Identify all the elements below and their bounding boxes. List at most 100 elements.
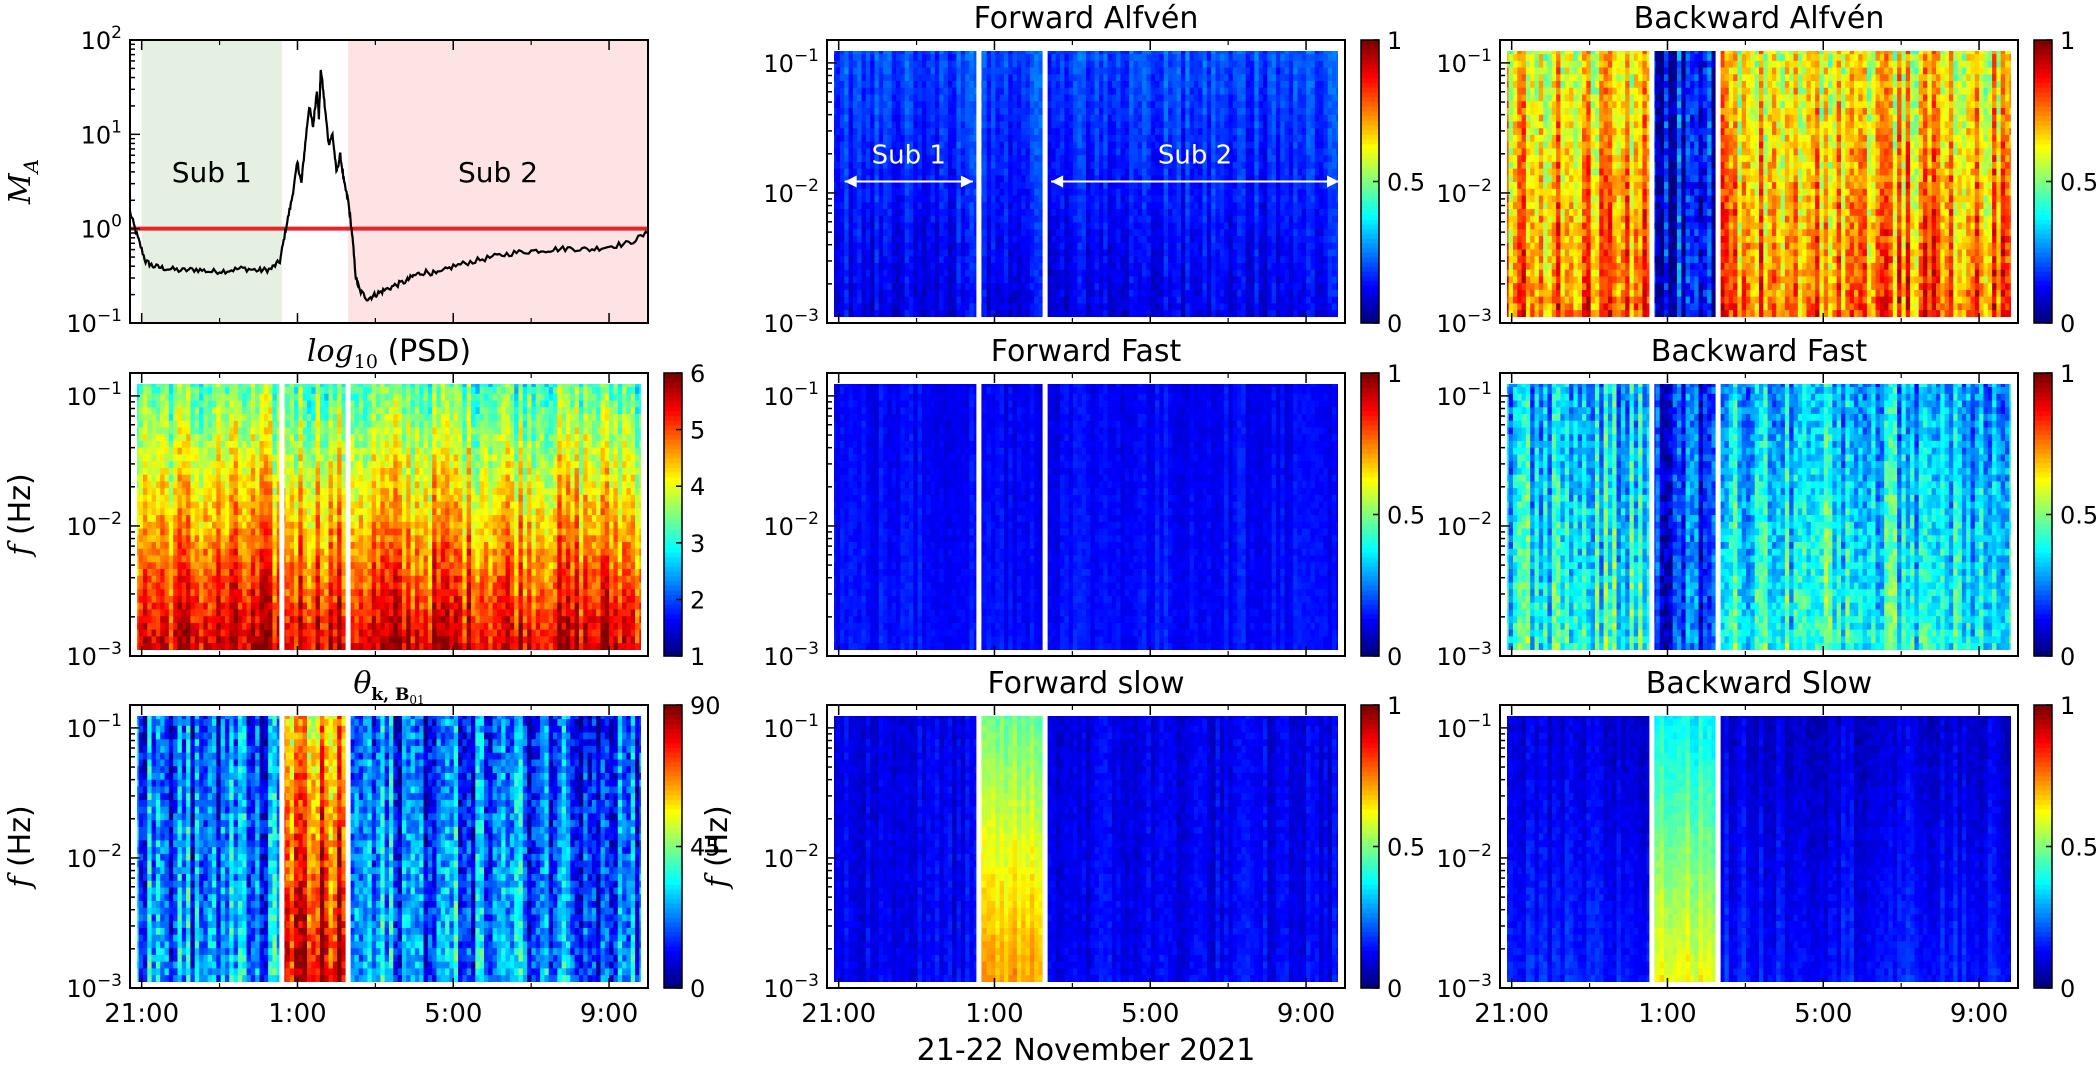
y-tick-label: 100 (81, 212, 122, 244)
panel-title: Backward Slow (1646, 666, 1872, 701)
colorbar-tick-label: 0.5 (2060, 502, 2098, 530)
x-tick-label: 1:00 (965, 999, 1023, 1029)
heatmap-cells (1500, 373, 2019, 657)
x-tick-label: 21:00 (104, 999, 179, 1029)
x-tick-label: 5:00 (1794, 999, 1852, 1029)
panel-title: Forward Alfvén (974, 1, 1199, 36)
heatmap-cells (1500, 40, 2019, 324)
gap-line (1716, 715, 1721, 988)
panel-title: Backward Alfvén (1634, 1, 1885, 36)
gap-line (1649, 715, 1654, 988)
colorbar-tick-label: 0 (1387, 310, 1402, 338)
colorbar-tick-label: 0 (2060, 975, 2075, 1003)
heatmap-cells (1500, 705, 2019, 989)
colorbar-tick-label: 1 (2060, 27, 2075, 55)
colorbar-tick-label: 0.5 (1387, 502, 1425, 530)
colorbar: 00.51 (2034, 692, 2098, 1003)
gap-line (1043, 50, 1048, 323)
y-tick-label: 10−1 (763, 711, 819, 743)
gap-line (976, 50, 981, 323)
y-tick-label: 10−3 (1436, 306, 1492, 338)
colorbar-tick-label: 0 (1387, 643, 1402, 671)
colorbar-tick-label: 1 (2060, 360, 2075, 388)
gap-line (1649, 50, 1654, 323)
colorbar-tick-label: 1 (1387, 27, 1402, 55)
y-axis-label: f (Hz) (700, 805, 735, 889)
y-tick-label: 10−1 (66, 306, 122, 338)
y-tick-label: 10−2 (66, 841, 122, 873)
y-tick-label: 10−3 (763, 639, 819, 671)
y-tick-label: 10−1 (763, 379, 819, 411)
y-tick-label: 10−3 (763, 306, 819, 338)
x-tick-label: 1:00 (1638, 999, 1696, 1029)
gap-line (1716, 50, 1721, 323)
x-tick-label: 5:00 (424, 999, 482, 1029)
colorbar: 00.51 (1361, 360, 1425, 671)
y-tick-label: 10−2 (1436, 509, 1492, 541)
x-tick-label: 5:00 (1121, 999, 1179, 1029)
colorbar-tick-label: 0 (2060, 310, 2075, 338)
y-tick-label: 10−3 (1436, 639, 1492, 671)
panel-theta: 10−310−210−121:00 1:00 5:00 9:00f (Hz)θk, B… (3, 666, 721, 1029)
colorbar: 00.51 (2034, 27, 2098, 338)
panel-title: Backward Fast (1651, 334, 1868, 369)
x-tick-label: 9:00 (580, 999, 638, 1029)
colorbar-tick-label: 0.5 (1387, 834, 1425, 862)
gap-line (976, 383, 981, 656)
colorbar-tick-label: 90 (690, 692, 721, 720)
y-tick-label: 10−2 (1436, 176, 1492, 208)
y-tick-label: 10−2 (763, 509, 819, 541)
colorbar-tick-label: 2 (690, 586, 705, 614)
colorbar-tick-label: 0.5 (2060, 169, 2098, 197)
x-tick-label: 9:00 (1950, 999, 2008, 1029)
annotation-label: Sub 2 (1158, 141, 1232, 171)
gap-line (346, 383, 351, 656)
heatmap-cells (827, 705, 1346, 989)
panel-title: Forward slow (987, 666, 1184, 701)
y-tick-label: 10−1 (1436, 711, 1492, 743)
x-tick-label: 9:00 (1277, 999, 1335, 1029)
gap-line (1649, 383, 1654, 656)
colorbar-tick-label: 4 (690, 473, 705, 501)
y-axis-label: MA (3, 159, 43, 205)
gap-line (1043, 715, 1048, 988)
colorbar: 00.51 (2034, 360, 2098, 671)
y-tick-label: 10−2 (763, 841, 819, 873)
y-axis-label: f (Hz) (3, 473, 38, 557)
colorbar: 00.51 (1361, 27, 1425, 338)
region-label: Sub 1 (172, 156, 252, 189)
y-tick-label: 10−2 (66, 509, 122, 541)
colorbar-tick-label: 5 (690, 417, 705, 445)
x-tick-label: 1:00 (268, 999, 326, 1029)
colorbar-tick-label: 0 (1387, 975, 1402, 1003)
y-tick-label: 101 (81, 117, 122, 149)
figure-footer: 21-22 November 2021 (917, 1033, 1256, 1068)
y-tick-label: 10−2 (1436, 841, 1492, 873)
y-tick-label: 10−1 (763, 46, 819, 78)
colorbar-tick-label: 0 (690, 975, 705, 1003)
gap-line (1043, 383, 1048, 656)
annotation-label: Sub 1 (872, 141, 946, 171)
gap-line (346, 715, 351, 988)
colorbar: 00.51 (1361, 692, 1425, 1003)
y-tick-label: 10−3 (66, 639, 122, 671)
gap-line (279, 715, 284, 988)
heatmap-cells (130, 373, 649, 657)
figure: Sub 1 Sub 210−1100101102MA10−310−210−1f (… (0, 0, 2100, 1073)
colorbar-tick-label: 0.5 (1387, 169, 1425, 197)
x-tick-label: 21:00 (801, 999, 876, 1029)
colorbar-tick-label: 0.5 (2060, 834, 2098, 862)
colorbar-tick-label: 1 (1387, 692, 1402, 720)
y-tick-label: 10−1 (66, 379, 122, 411)
colorbar-tick-label: 6 (690, 360, 705, 388)
y-tick-label: 10−1 (1436, 46, 1492, 78)
y-tick-label: 102 (81, 23, 122, 55)
y-axis-label: f (Hz) (3, 805, 38, 889)
